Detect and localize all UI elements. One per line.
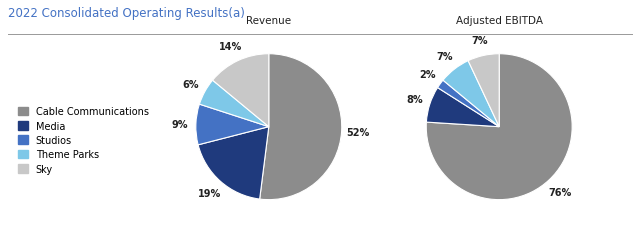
Text: 7%: 7% [472, 36, 488, 46]
Wedge shape [200, 81, 269, 127]
Wedge shape [468, 54, 499, 127]
Title: Adjusted EBITDA: Adjusted EBITDA [456, 16, 543, 25]
Wedge shape [198, 127, 269, 199]
Wedge shape [426, 54, 572, 200]
Text: 19%: 19% [198, 189, 221, 199]
Text: 2022 Consolidated Operating Results(a): 2022 Consolidated Operating Results(a) [8, 7, 244, 20]
Text: 76%: 76% [548, 187, 572, 197]
Wedge shape [438, 81, 499, 127]
Text: 9%: 9% [172, 119, 188, 129]
Text: 2%: 2% [419, 70, 435, 80]
Wedge shape [443, 61, 499, 127]
Wedge shape [212, 54, 269, 127]
Text: 8%: 8% [406, 95, 423, 105]
Legend: Cable Communications, Media, Studios, Theme Parks, Sky: Cable Communications, Media, Studios, Th… [18, 107, 148, 174]
Wedge shape [196, 105, 269, 145]
Text: 14%: 14% [220, 42, 243, 52]
Title: Revenue: Revenue [246, 16, 291, 25]
Text: 6%: 6% [182, 79, 199, 89]
Wedge shape [426, 88, 499, 127]
Text: 52%: 52% [346, 128, 369, 138]
Wedge shape [260, 54, 342, 200]
Text: 7%: 7% [436, 52, 453, 62]
